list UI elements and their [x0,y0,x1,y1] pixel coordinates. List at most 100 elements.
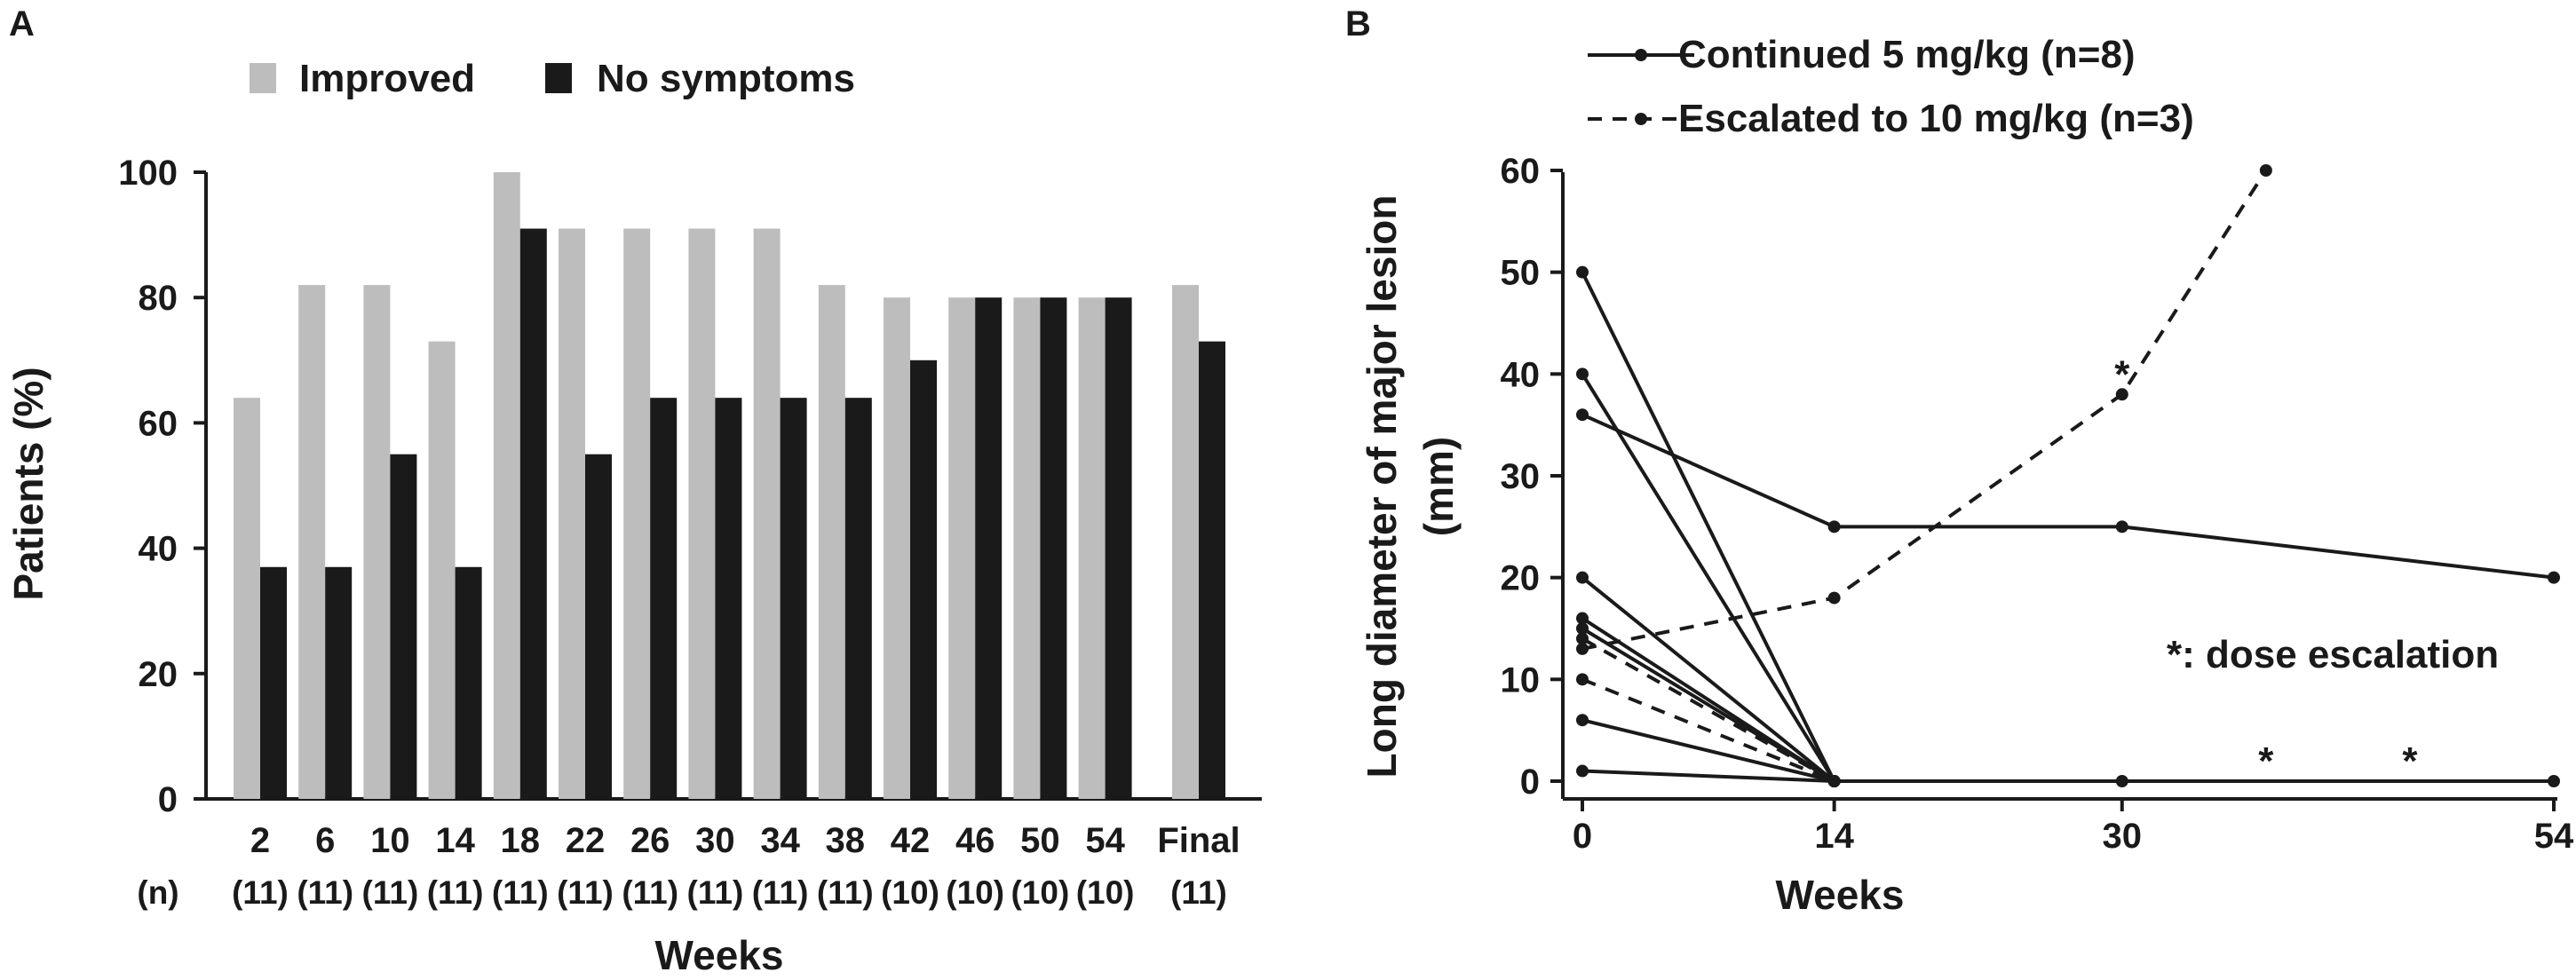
bar-no-symptoms-14 [455,566,482,799]
series-point [1827,591,1841,605]
series-line-7-solid [1581,718,1835,783]
bar-improved-42 [884,297,910,799]
series-lines [1581,169,2555,783]
escalation-star: * [2258,739,2274,783]
y-tick-label: 60 [139,404,178,443]
series-point [1576,632,1589,645]
bar-no-symptoms-54 [1105,297,1132,799]
bar-improved-22 [559,228,585,799]
escalation-star: * [2402,739,2418,783]
series-point [1576,764,1589,778]
n-value-label: (10) [1011,874,1069,911]
x-tick-label: 30 [695,821,735,860]
x-tick-label: 0 [1573,817,1592,856]
bar-no-symptoms-42 [910,360,937,799]
n-value-label: (11) [427,874,484,911]
bars [234,172,1225,800]
n-row-label: (n) [137,874,178,911]
x-tick-label: 42 [891,821,931,860]
bar-no-symptoms-18 [519,228,547,799]
x-tick-label: 34 [760,821,800,860]
bar-improved-final [1172,285,1199,800]
series-point [1576,642,1589,655]
series-point [1576,622,1589,635]
x-tick-label: 18 [501,821,541,860]
n-value-label: (10) [946,874,1004,911]
series-point [1576,408,1589,422]
x-tick-label: 14 [1814,817,1854,856]
y-tick-label: 20 [1501,559,1541,598]
x-tick-label: Final [1157,821,1240,860]
panel-b-label: B [1345,4,1371,43]
series-point [2115,775,2128,787]
x-tick-label: 6 [315,821,335,860]
bar-no-symptoms-46 [975,297,1003,799]
y-tick-label: 40 [1501,355,1541,394]
series-line-9-dashed [1581,169,2268,651]
bar-no-symptoms-6 [325,566,353,799]
escalation-marks: * * * [2114,352,2418,783]
n-value-label: (11) [362,874,419,911]
bar-improved-38 [818,285,845,800]
bar-no-symptoms-10 [390,454,417,799]
y-axis-title: Patients (%) [5,367,52,600]
x-axis-title: Weeks [655,932,784,978]
bar-improved-34 [753,228,781,799]
y-tick-label: 0 [1520,763,1540,802]
series-line-3-solid [1581,373,1836,783]
x-tick-label: 38 [826,821,866,860]
n-value-label: (10) [1076,874,1135,911]
series-points [1576,164,2560,787]
x-tick-label: 54 [1085,821,1125,860]
x-tick-label: 30 [2103,817,2143,856]
legend-label-escalated: Escalated to 10 mg/kg (n=3) [1678,97,2194,140]
n-value-label: (11) [297,874,353,911]
n-value-label: (11) [752,874,809,911]
bar-improved-46 [948,297,976,799]
series-point [2259,164,2272,177]
y-tick-label: 30 [1501,457,1541,496]
bar-improved-50 [1013,297,1041,799]
bar-no-symptoms-26 [650,398,678,799]
dose-escalation-note: *: dose escalation [2167,633,2499,676]
n-labels: (11) (11) (11) (11) (11) (11) (11) (11) (11) (11)… [232,874,1227,911]
series-point [2548,775,2560,787]
legend-swatch-improved [250,63,276,93]
series-point [2548,571,2560,584]
panel-b: B Continued 5 mg/kg (n=8) Escalated to 1… [1345,4,2574,918]
x-tick-label: 26 [630,821,670,860]
bar-improved-2 [234,398,260,799]
series-line-11-dashed [1581,677,1835,783]
n-value-label: (10) [881,874,939,911]
legend-label-continued: Continued 5 mg/kg (n=8) [1678,33,2136,76]
y-tick-label: 40 [139,530,178,569]
y-tick-label: 100 [118,154,178,193]
y-tick-label: 10 [1501,660,1541,699]
escalation-star: * [2114,352,2130,396]
y-axis-title-line1: Long diameter of major lesion [1359,195,1405,778]
x-ticks: 0 14 30 54 [1573,799,2574,856]
legend-marker-escalated [1635,113,1647,125]
series-point [1576,612,1589,625]
x-tick-label: 10 [370,821,410,860]
bar-improved-14 [428,341,456,799]
n-value-label: (11) [622,874,678,911]
bar-improved-26 [623,228,651,799]
bar-no-symptoms-final [1199,341,1225,799]
bar-improved-54 [1078,297,1106,799]
bar-improved-18 [493,172,520,799]
n-value-label: (11) [817,874,874,911]
bar-no-symptoms-2 [260,566,287,799]
y-tick-label: 60 [1501,152,1541,191]
bar-no-symptoms-50 [1040,297,1067,799]
series-point [1827,775,1841,787]
x-tick-label: 14 [435,821,475,860]
series-point [1576,265,1589,279]
legend-label-no-symptoms: No symptoms [597,57,855,100]
bar-improved-10 [363,285,391,800]
y-tick-label: 20 [139,655,178,694]
legend-swatch-no-symptoms [545,63,572,93]
series-point [1827,520,1841,533]
x-tick-label: 46 [955,821,995,860]
